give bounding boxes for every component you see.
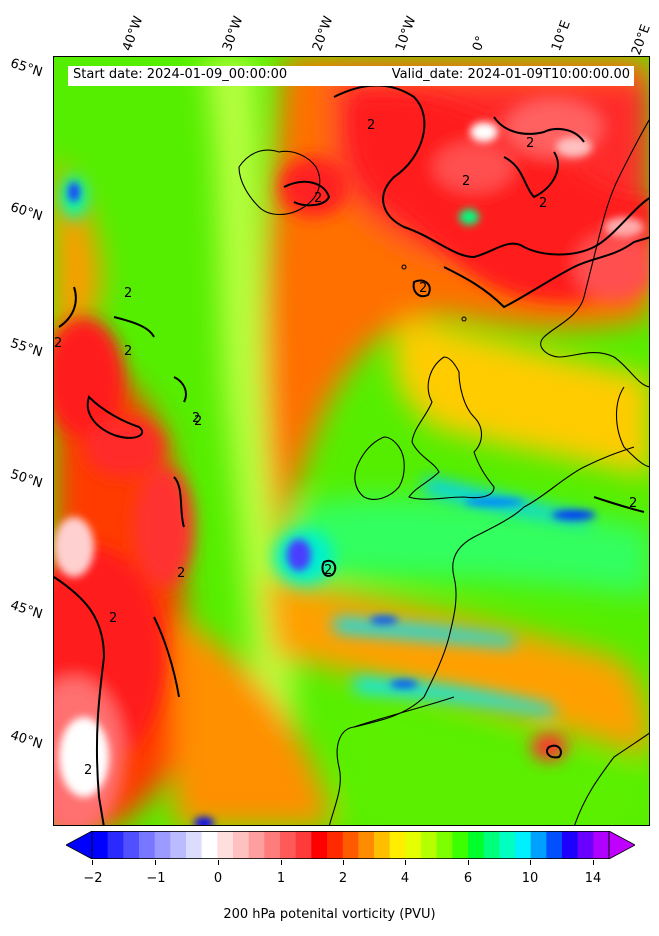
colorbar-tick-label: 2 — [338, 871, 348, 886]
colorbar-segment — [295, 831, 312, 859]
contour-label: 2 — [526, 136, 534, 151]
colorbar-segment — [107, 831, 124, 859]
colorbar-segment — [468, 831, 485, 859]
colorbar-segment — [280, 831, 297, 859]
colorbar-segment — [170, 831, 187, 859]
valid-date-label: Valid_date: 2024-01-09T10:00:00.00 — [391, 67, 630, 82]
lat-label-45n: 45°N — [8, 598, 45, 623]
colorbar-segment — [358, 831, 375, 859]
pv-field: 2 2 2 2 2 2 2 2 2 2 2 2 2 2 2 2 — [54, 57, 649, 825]
colorbar-border — [91, 831, 610, 859]
colorbar-segment — [92, 831, 109, 859]
colorbar-segment — [374, 831, 391, 859]
coastlines — [238, 119, 649, 825]
colorbar-segment — [233, 831, 250, 859]
colorbar-segment — [562, 831, 579, 859]
colorbar-segment — [483, 831, 500, 859]
colorbar-segment — [546, 831, 563, 859]
contour-labels: 2 2 2 2 2 2 2 2 2 2 2 2 2 2 2 2 — [54, 118, 637, 778]
lon-label-10e: 10°E — [549, 18, 574, 54]
contour-label: 2 — [124, 344, 132, 359]
contour-label: 2 — [192, 411, 200, 426]
contour-label: 2 — [314, 191, 322, 206]
pv-map: 2 2 2 2 2 2 2 2 2 2 2 2 2 2 2 2 — [53, 56, 650, 826]
pv2-contours — [54, 84, 649, 825]
colorbar-over-extension — [608, 831, 635, 859]
colorbar-tick-label: 10 — [521, 871, 539, 886]
colorbar-segment — [342, 831, 359, 859]
colorbar-segment — [201, 831, 218, 859]
colorbar — [66, 831, 635, 859]
lon-label-0: 0° — [470, 34, 490, 54]
colorbar-segment — [593, 831, 610, 859]
colorbar-segment — [327, 831, 344, 859]
colorbar-segment — [248, 831, 265, 859]
colorbar-segment — [139, 831, 156, 859]
colorbar-segment — [264, 831, 281, 859]
colorbar-tickmark — [468, 860, 469, 865]
contour-label: 2 — [124, 286, 132, 301]
colorbar-tick-label: 4 — [400, 871, 410, 886]
colorbar-segment — [421, 831, 438, 859]
colorbar-tickmark — [92, 860, 93, 865]
colorbar-segment — [311, 831, 328, 859]
lon-label-40w: 40°W — [120, 14, 147, 54]
contour-label: 2 — [367, 118, 375, 133]
lon-label-20w: 20°W — [310, 14, 337, 54]
colorbar-tickmark — [281, 860, 282, 865]
colorbar-tickmark — [218, 860, 219, 865]
colorbar-tick-label: 1 — [276, 871, 286, 886]
contour-label: 2 — [177, 566, 185, 581]
lon-label-10w: 10°W — [393, 14, 420, 54]
colorbar-tickmark — [530, 860, 531, 865]
colorbar-tickmark — [343, 860, 344, 865]
colorbar-tick-label: −2 — [83, 871, 103, 886]
lat-label-50n: 50°N — [8, 467, 45, 492]
start-date-label: Start date: 2024-01-09_00:00:00 — [73, 67, 288, 82]
colorbar-tick-label: 0 — [213, 871, 223, 886]
colorbar-tick-label: 14 — [584, 871, 602, 886]
colorbar-segment — [452, 831, 469, 859]
lon-label-30w: 30°W — [220, 14, 247, 54]
colorbar-segment — [515, 831, 532, 859]
colorbar-tickmark — [593, 860, 594, 865]
colorbar-tickmark — [405, 860, 406, 865]
colorbar-tickmark — [155, 860, 156, 865]
contour-label: 2 — [54, 336, 62, 351]
lat-label-40n: 40°N — [8, 728, 45, 753]
colorbar-segment — [217, 831, 234, 859]
colorbar-under-extension — [66, 831, 93, 859]
colorbar-label: 200 hPa potenital vorticity (PVU) — [223, 907, 436, 922]
header-strip — [68, 66, 634, 86]
contour-label: 2 — [539, 196, 547, 211]
colorbar-segment — [154, 831, 171, 859]
colorbar-segment — [123, 831, 140, 859]
lat-label-65n: 65°N — [8, 56, 45, 81]
colorbar-segment — [499, 831, 516, 859]
colorbar-segment — [530, 831, 547, 859]
contour-label: 2 — [419, 281, 427, 296]
contour-label: 2 — [109, 611, 117, 626]
colorbar-segment — [389, 831, 406, 859]
contour-label: 2 — [324, 563, 332, 578]
colorbar-segment — [186, 831, 203, 859]
contour-label: 2 — [462, 174, 470, 189]
colorbar-segment — [577, 831, 594, 859]
colorbar-tick-label: −1 — [146, 871, 166, 886]
lat-label-60n: 60°N — [8, 200, 45, 225]
contour-label: 2 — [84, 763, 92, 778]
colorbar-segment — [436, 831, 453, 859]
colorbar-segment — [405, 831, 422, 859]
colorbar-tick-label: 6 — [463, 871, 473, 886]
contour-label: 2 — [629, 496, 637, 511]
lat-label-55n: 55°N — [8, 336, 45, 361]
contour-label: 2 — [194, 414, 202, 429]
lon-label-20e: 20°E — [629, 22, 654, 58]
